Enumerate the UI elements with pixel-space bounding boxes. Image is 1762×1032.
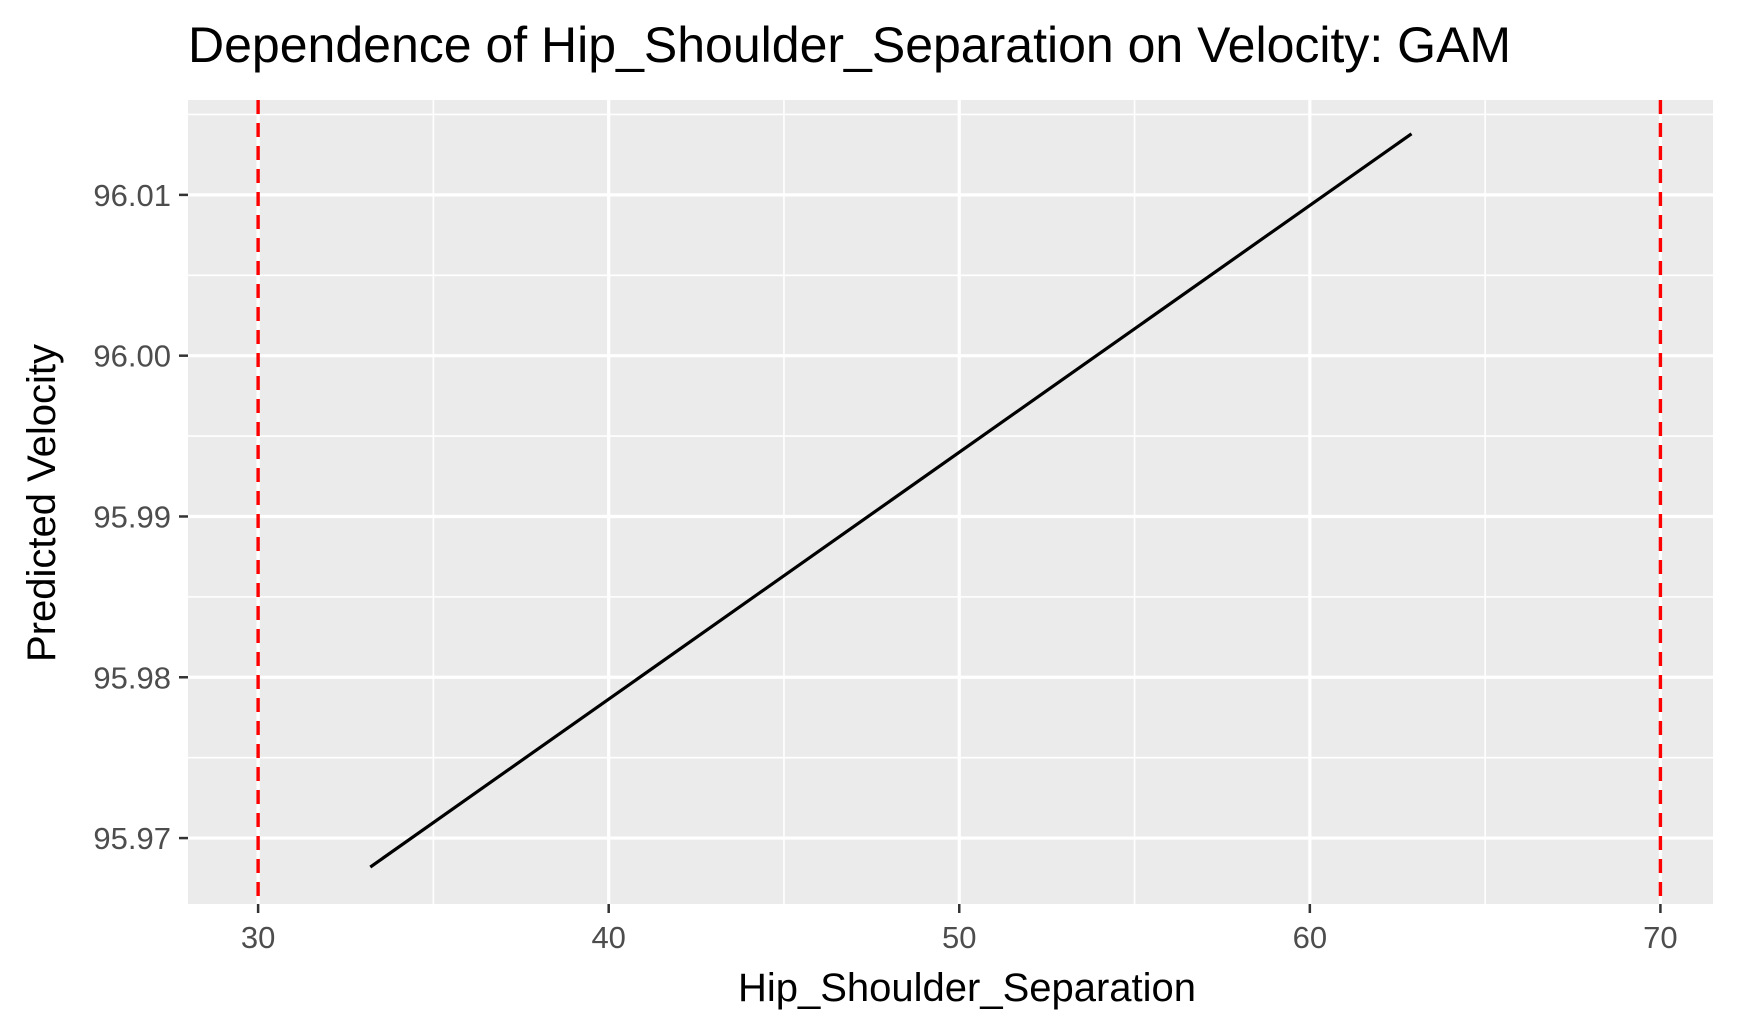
- y-tick-label: 95.99: [93, 499, 171, 534]
- y-tick-label: 95.98: [93, 660, 171, 695]
- x-tick-label: 70: [1643, 920, 1677, 955]
- y-tick-label: 96.00: [93, 339, 171, 374]
- x-axis-title: Hip_Shoulder_Separation: [738, 966, 1196, 1010]
- x-tick-label: 60: [1293, 920, 1327, 955]
- x-tick-label: 30: [241, 920, 275, 955]
- y-tick-label: 95.97: [93, 821, 171, 856]
- reference-lines: [256, 100, 1663, 904]
- y-axis-title: Predicted Velocity: [20, 344, 64, 662]
- axes: 30 40 50 60 70 95.97 95.98 95.99 96.00 96.01: [93, 178, 1677, 955]
- x-tick-label: 50: [942, 920, 976, 955]
- chart-title: Dependence of Hip_Shoulder_Separation on…: [188, 17, 1511, 73]
- series-layer: [369, 132, 1413, 869]
- series-line-0: [369, 132, 1413, 869]
- plot-panel: [188, 100, 1713, 904]
- y-tick-label: 96.01: [93, 178, 171, 213]
- x-tick-label: 40: [591, 920, 625, 955]
